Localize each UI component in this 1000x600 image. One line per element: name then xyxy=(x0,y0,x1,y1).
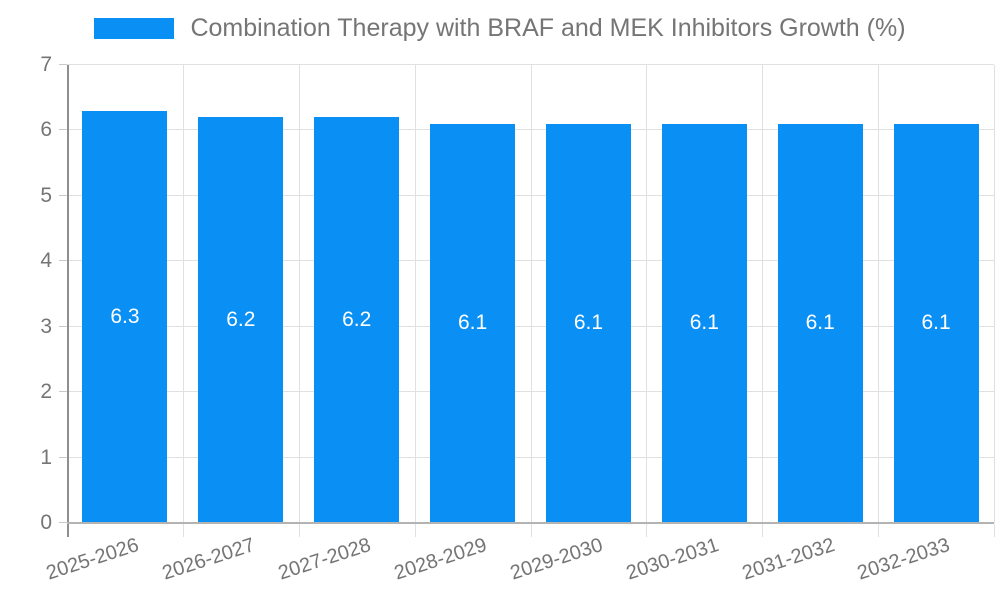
bar[interactable] xyxy=(314,117,400,523)
x-axis-label: 2031-2032 xyxy=(739,534,837,585)
gridline-vertical xyxy=(530,65,532,523)
bar-value-label: 6.2 xyxy=(342,308,372,332)
bar[interactable] xyxy=(430,123,516,523)
x-axis-label: 2032-2033 xyxy=(855,534,953,585)
y-axis-tick xyxy=(59,522,67,523)
bar-value-label: 6.1 xyxy=(921,311,951,335)
x-axis-tick xyxy=(298,524,300,537)
chart-title: Combination Therapy with BRAF and MEK In… xyxy=(190,14,906,42)
y-axis-label: 7 xyxy=(40,53,52,76)
y-axis-label: 6 xyxy=(40,118,52,142)
gridline-vertical xyxy=(298,65,300,523)
x-axis-tick xyxy=(762,524,764,537)
bar[interactable] xyxy=(661,123,747,523)
bar[interactable] xyxy=(82,110,168,523)
y-axis-label: 1 xyxy=(40,445,52,469)
y-axis-tick xyxy=(59,260,67,262)
bar[interactable] xyxy=(545,123,631,523)
bar-value-label: 6.3 xyxy=(110,304,140,328)
x-axis-tick xyxy=(530,524,532,537)
x-axis-tick xyxy=(646,524,648,537)
x-axis-baseline xyxy=(67,522,994,524)
y-axis-label: 4 xyxy=(40,249,52,273)
bar[interactable] xyxy=(777,123,863,523)
x-axis-label: 2030-2031 xyxy=(623,534,722,585)
gridline-vertical xyxy=(646,65,648,523)
y-axis-tick xyxy=(59,456,67,458)
x-axis-tick xyxy=(182,524,184,537)
bar-value-label: 6.1 xyxy=(689,311,719,335)
x-axis-label: 2026-2027 xyxy=(159,534,258,585)
y-axis-label: 5 xyxy=(40,183,52,207)
y-axis-label: 2 xyxy=(40,380,52,404)
x-axis-label: 2025-2026 xyxy=(43,534,142,585)
chart-legend: Combination Therapy with BRAF and MEK In… xyxy=(0,14,1000,43)
bar-value-label: 6.1 xyxy=(573,311,604,335)
x-axis-label: 2029-2030 xyxy=(507,534,606,585)
y-axis-line xyxy=(67,65,69,537)
y-axis-tick xyxy=(59,64,67,65)
bar-value-label: 6.1 xyxy=(457,311,488,335)
x-axis-label: 2028-2029 xyxy=(391,534,490,585)
y-axis-label: 0 xyxy=(40,511,52,534)
bar-value-label: 6.1 xyxy=(805,311,835,335)
bar[interactable] xyxy=(893,123,979,523)
y-axis-tick xyxy=(59,391,67,393)
y-axis-label: 3 xyxy=(40,314,52,338)
x-axis-tick xyxy=(414,524,416,537)
x-axis-label: 2027-2028 xyxy=(275,534,374,585)
gridline-vertical xyxy=(994,65,995,523)
gridline-vertical xyxy=(414,65,416,523)
bar-value-label: 6.2 xyxy=(226,308,256,332)
gridline-vertical xyxy=(182,65,184,523)
legend-swatch xyxy=(94,18,175,39)
gridline-vertical xyxy=(762,65,764,523)
bar[interactable] xyxy=(198,117,284,523)
y-axis-tick xyxy=(59,325,67,327)
x-axis-tick xyxy=(878,524,880,537)
y-axis-tick xyxy=(59,129,67,131)
y-axis-tick xyxy=(59,194,67,196)
plot-area: 6.3 6.2 6.2 6.1 6.1 6.1 6.1 6.1 xyxy=(59,64,995,537)
gridline-horizontal xyxy=(67,64,994,65)
x-axis-tick xyxy=(994,524,995,537)
gridline-vertical xyxy=(878,65,880,523)
